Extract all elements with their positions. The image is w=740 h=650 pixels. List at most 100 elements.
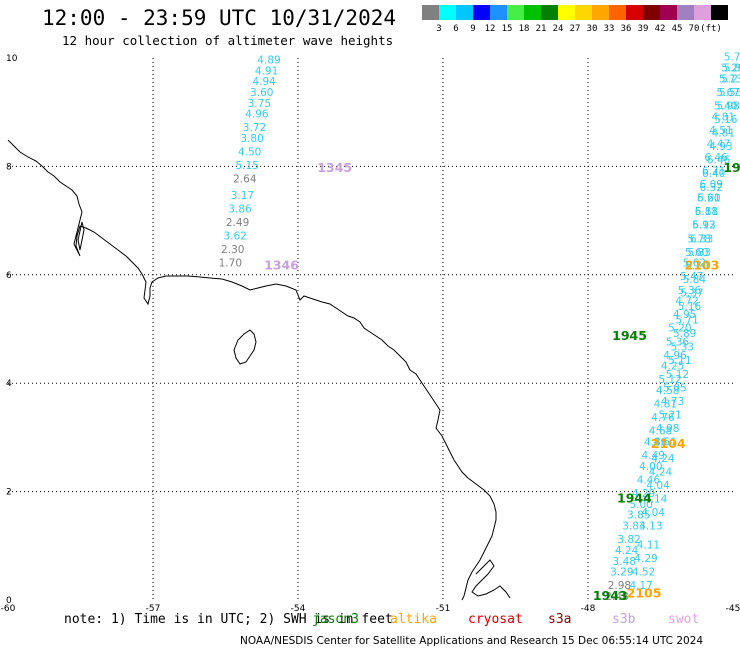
wave-height-value: 4.46 — [637, 474, 661, 486]
wave-height-value: 6.46 — [704, 152, 728, 164]
wave-height-value: 6.12 — [692, 220, 715, 232]
wave-height-value: 5.84 — [724, 63, 740, 75]
wave-height-value: 5.79 — [724, 52, 740, 64]
legend-swatch — [558, 5, 575, 20]
wave-height-value: 4.93 — [709, 141, 732, 153]
satellite-jason3: jason3 — [312, 612, 359, 627]
y-tick-label: 8 — [6, 162, 12, 172]
coastline-segment — [77, 221, 85, 251]
pass-time-label: 1944 — [723, 160, 740, 175]
legend-label: 39 — [637, 24, 649, 34]
wave-height-value: 3.82 — [617, 534, 640, 546]
legend-swatch — [575, 5, 592, 20]
x-tick-label: -45 — [726, 604, 740, 614]
legend-swatch — [711, 5, 728, 20]
wave-height-value: 4.81 — [712, 128, 735, 140]
wave-height-value: 4.52 — [632, 567, 655, 579]
wave-height-value: 2.48 — [605, 591, 628, 603]
wave-height-value: 6.11 — [695, 206, 718, 218]
wave-height-value: 3.85 — [627, 510, 650, 522]
legend-swatch — [439, 5, 456, 20]
wave-height-value: 6.46 — [707, 155, 731, 167]
wave-height-value: 4.47 — [707, 138, 730, 150]
wave-height-value: 5.11 — [668, 355, 691, 367]
x-tick-label: -60 — [1, 604, 16, 614]
wave-height-value: 5.37 — [680, 287, 703, 299]
wave-height-value: 5.27 — [721, 73, 740, 85]
wave-height-value: 4.73 — [661, 396, 684, 408]
legend-swatch — [592, 5, 609, 20]
satellite-s3b: s3b — [612, 612, 636, 627]
wave-height-value: 6.32 — [700, 182, 723, 194]
wave-height-value: 4.50 — [238, 147, 261, 159]
wave-height-value: 4.25 — [661, 361, 684, 373]
wave-height-value: 5.98 — [716, 100, 739, 112]
wave-height-value: 4.51 — [709, 125, 732, 137]
x-tick-label: -48 — [581, 604, 596, 614]
wave-height-value: 4.51 — [654, 437, 677, 449]
legend-label: 15 — [501, 24, 513, 34]
wave-height-value: 4.91 — [255, 65, 278, 77]
wave-height-value: 4.68 — [649, 426, 672, 438]
wave-height-value: 4.04 — [646, 480, 670, 492]
satellite-cryosat: cryosat — [468, 612, 523, 627]
wave-height-value: 3.48 — [613, 556, 636, 568]
wave-height-value: 4.72 — [675, 296, 698, 308]
legend-label: 33 — [603, 24, 615, 34]
wave-height-value: 5.12 — [658, 374, 681, 386]
legend-swatch — [660, 5, 677, 20]
wave-height-value: 5.16 — [714, 114, 738, 126]
axis-ticks: -60 -57 -54 -51 -48 -45 0 2 4 6 8 10 — [1, 54, 740, 614]
y-tick-label: 2 — [6, 488, 12, 498]
wave-height-value: 4.13 — [639, 521, 662, 533]
wave-height-value: 4.95 — [673, 309, 696, 321]
wave-height-value: 5.83 — [687, 247, 710, 259]
wave-height-value: 2.30 — [221, 244, 244, 256]
legend-swatch — [473, 5, 490, 20]
wave-height-value: 6.20 — [697, 193, 720, 205]
legend-swatch — [456, 5, 473, 20]
wave-height-value: 5.29 — [721, 63, 740, 75]
legend-swatch — [677, 5, 694, 20]
wave-height-value: 6.71 — [702, 166, 725, 178]
legend-swatch — [524, 5, 541, 20]
wave-height-value: 4.49 — [642, 450, 665, 462]
wave-height-value: 4.00 — [639, 461, 662, 473]
wave-height-value: 4.24 — [649, 466, 673, 478]
wave-height-value: 5.71 — [675, 315, 698, 327]
pass-time-label: 2104 — [651, 436, 686, 451]
wave-height-value: 5.62 — [683, 258, 706, 270]
footer-credit: NOAA/NESDIS Center for Satellite Applica… — [240, 635, 704, 647]
wave-height-value: 5.12 — [666, 369, 689, 381]
coastline-segment — [471, 559, 511, 599]
wave-height-value: 5.36 — [666, 336, 690, 348]
wave-height-value: 5.33 — [671, 342, 694, 354]
wave-height-value: 5.61 — [697, 193, 720, 205]
legend-label: (ft) — [700, 24, 722, 34]
wave-height-value: 4.14 — [644, 493, 668, 505]
wave-height-value: 5.16 — [678, 301, 702, 313]
wave-height-value: 3.86 — [228, 203, 252, 215]
wave-height-value: 4.86 — [644, 437, 668, 449]
satellite-altika: altika — [390, 612, 437, 627]
x-tick-label: -54 — [291, 604, 306, 614]
legend-label: 6 — [453, 24, 459, 34]
wave-height-value: 4.24 — [615, 545, 639, 557]
map-grid — [8, 58, 733, 600]
wave-height-value: 5.60 — [685, 247, 708, 259]
coastline-segment — [233, 329, 257, 365]
y-tick-label: 4 — [6, 379, 12, 389]
satellite-swot: swot — [668, 612, 700, 627]
wave-height-value: 5.93 — [692, 220, 715, 232]
pass-time-label: 2105 — [627, 585, 662, 600]
wave-height-value: 5.40 — [714, 100, 737, 112]
legend-label: 12 — [484, 24, 496, 34]
legend-swatch — [490, 5, 507, 20]
wave-height-value: 3.80 — [240, 133, 263, 145]
wave-height-value: 4.96 — [245, 109, 269, 121]
coastline — [7, 139, 511, 601]
wave-height-value: 4.24 — [651, 453, 675, 465]
wave-height-value: 3.60 — [250, 87, 273, 99]
